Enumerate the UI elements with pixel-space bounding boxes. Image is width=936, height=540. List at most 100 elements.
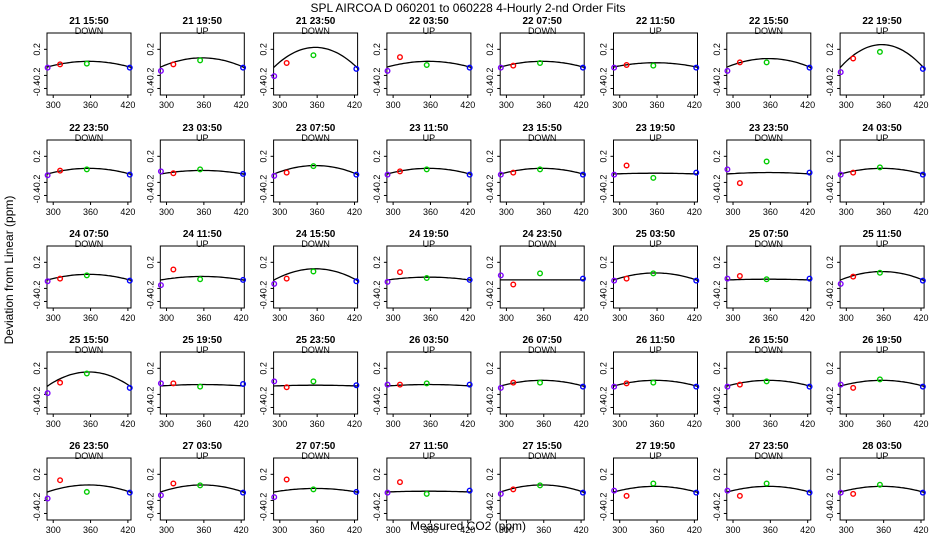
x-tick-label: 360 <box>876 207 891 217</box>
x-tick-label: 420 <box>574 100 589 110</box>
y-tick-label: -0.4 <box>145 294 155 310</box>
data-point <box>693 383 700 390</box>
data-point <box>83 488 90 495</box>
y-tick-label: -0.4 <box>372 506 382 522</box>
x-tick-label: 420 <box>347 419 362 429</box>
data-point <box>271 494 278 501</box>
y-tick-label: -0.2 <box>712 281 722 297</box>
data-point <box>126 277 133 284</box>
y-tick-label: -0.4 <box>32 294 42 310</box>
x-tick-label: 420 <box>347 525 362 535</box>
panel-frame <box>726 351 812 415</box>
x-tick-label: 420 <box>913 207 928 217</box>
x-tick-label: 300 <box>612 419 627 429</box>
data-point <box>650 270 657 277</box>
data-point <box>650 174 657 181</box>
x-tick-label: 420 <box>120 419 135 429</box>
data-point <box>579 171 586 178</box>
x-tick-label: 360 <box>83 419 98 429</box>
y-tick-label: 0.2 <box>372 43 382 56</box>
data-point <box>611 171 618 178</box>
panel-direction-label: DOWN <box>755 26 784 36</box>
x-tick-label: 300 <box>159 313 174 323</box>
data-point <box>423 61 430 68</box>
x-tick-label: 300 <box>726 419 741 429</box>
panel-title: 25 19:50 <box>183 335 223 346</box>
data-point <box>240 64 247 71</box>
y-tick-label: -0.2 <box>372 281 382 297</box>
y-tick-label: -0.4 <box>712 400 722 416</box>
y-tick-label: -0.2 <box>259 387 269 403</box>
data-point <box>806 489 813 496</box>
data-point <box>876 376 883 383</box>
data-point <box>850 490 857 497</box>
y-tick-label: 0.2 <box>712 256 722 269</box>
x-tick-label: 360 <box>650 100 665 110</box>
y-tick-label: 0.2 <box>32 43 42 56</box>
data-point <box>396 54 403 61</box>
y-tick-label: -0.4 <box>825 188 835 204</box>
data-point <box>837 489 844 496</box>
y-tick-label: 0.2 <box>599 150 609 163</box>
data-point <box>497 490 504 497</box>
panel-frame <box>613 32 698 96</box>
data-point <box>170 170 177 177</box>
y-tick-label: 0.2 <box>599 43 609 56</box>
data-point <box>724 166 731 173</box>
data-point <box>197 383 204 390</box>
panel-title: 23 19:50 <box>636 123 676 134</box>
data-point <box>384 67 391 74</box>
y-tick-label: 0.2 <box>825 362 835 375</box>
data-point <box>876 481 883 488</box>
x-tick-label: 420 <box>460 313 475 323</box>
data-point <box>197 482 204 489</box>
x-tick-label: 360 <box>763 100 778 110</box>
data-point <box>271 280 278 287</box>
x-tick-label: 300 <box>612 313 627 323</box>
x-tick-label: 420 <box>234 207 249 217</box>
data-point <box>497 384 504 391</box>
data-point <box>579 489 586 496</box>
y-tick-label: -0.4 <box>372 400 382 416</box>
x-tick-label: 420 <box>234 419 249 429</box>
x-tick-label: 420 <box>234 100 249 110</box>
y-tick-label: -0.2 <box>485 175 495 191</box>
y-tick-label: -0.2 <box>712 387 722 403</box>
panel-frame <box>46 245 132 309</box>
y-tick-label: -0.4 <box>712 294 722 310</box>
x-tick-label: 360 <box>196 100 211 110</box>
y-tick-label: -0.4 <box>259 81 269 97</box>
data-point <box>396 269 403 276</box>
y-tick-label: 0.2 <box>259 43 269 56</box>
data-point <box>579 275 586 282</box>
x-tick-label: 300 <box>386 100 401 110</box>
y-tick-label: -0.4 <box>825 294 835 310</box>
y-tick-label: -0.2 <box>712 175 722 191</box>
panel-direction-label: DOWN <box>755 133 784 143</box>
panel-direction-label: UP <box>876 239 889 249</box>
data-point <box>510 281 517 288</box>
y-tick-label: 0.2 <box>485 468 495 481</box>
panel-frame <box>726 32 812 96</box>
fit-curve <box>726 57 812 69</box>
x-tick-label: 360 <box>876 100 891 110</box>
data-point <box>310 486 317 493</box>
y-tick-label: -0.2 <box>825 175 835 191</box>
data-point <box>126 171 133 178</box>
data-point <box>240 170 247 177</box>
panel-frame <box>159 32 245 96</box>
fit-curve <box>46 60 132 68</box>
y-tick-label: 0.2 <box>712 150 722 163</box>
x-tick-label: 360 <box>423 207 438 217</box>
data-point <box>693 64 700 71</box>
data-point <box>850 169 857 176</box>
data-point <box>44 278 51 285</box>
panel-title: 27 03:50 <box>183 441 223 452</box>
data-point <box>271 172 278 179</box>
x-tick-label: 300 <box>46 207 61 217</box>
